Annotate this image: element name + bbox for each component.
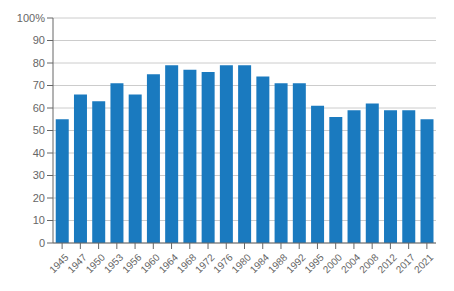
svg-text:1980: 1980 xyxy=(229,251,253,275)
svg-text:1988: 1988 xyxy=(266,251,290,275)
svg-text:2004: 2004 xyxy=(339,251,363,275)
svg-text:2017: 2017 xyxy=(394,251,418,275)
svg-text:1960: 1960 xyxy=(138,251,162,275)
svg-text:1972: 1972 xyxy=(193,251,217,275)
svg-text:1945: 1945 xyxy=(47,251,71,275)
svg-text:20: 20 xyxy=(33,192,45,204)
svg-text:1964: 1964 xyxy=(157,251,181,275)
svg-text:10: 10 xyxy=(33,214,45,226)
svg-text:0: 0 xyxy=(39,237,45,249)
svg-text:2000: 2000 xyxy=(321,251,345,275)
svg-text:1992: 1992 xyxy=(284,251,308,275)
svg-text:2012: 2012 xyxy=(375,251,399,275)
svg-text:1984: 1984 xyxy=(248,251,272,275)
svg-text:40: 40 xyxy=(33,147,45,159)
svg-text:80: 80 xyxy=(33,57,45,69)
svg-text:1976: 1976 xyxy=(211,251,235,275)
svg-text:70: 70 xyxy=(33,79,45,91)
svg-text:1950: 1950 xyxy=(84,251,108,275)
svg-text:1968: 1968 xyxy=(175,251,199,275)
svg-text:2008: 2008 xyxy=(357,251,381,275)
svg-text:2021: 2021 xyxy=(412,251,436,275)
svg-text:100%: 100% xyxy=(17,12,45,24)
svg-text:50: 50 xyxy=(33,124,45,136)
svg-text:60: 60 xyxy=(33,102,45,114)
svg-text:1995: 1995 xyxy=(302,251,326,275)
svg-text:1953: 1953 xyxy=(102,251,126,275)
svg-text:90: 90 xyxy=(33,34,45,46)
svg-text:1947: 1947 xyxy=(65,251,89,275)
svg-text:1956: 1956 xyxy=(120,251,144,275)
svg-text:30: 30 xyxy=(33,169,45,181)
